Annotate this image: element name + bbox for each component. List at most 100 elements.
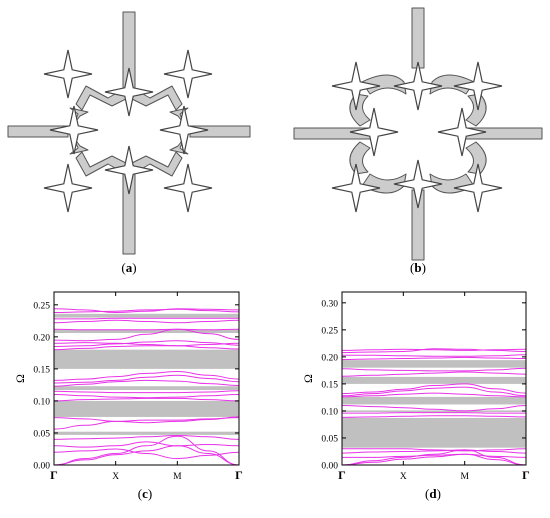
star-b-1 <box>349 107 399 157</box>
band-line <box>53 435 240 466</box>
band-line <box>53 379 240 387</box>
band-line <box>341 383 527 395</box>
band-gap <box>54 329 239 334</box>
y-tick-label: 0.25 <box>33 301 50 311</box>
y-tick-label: 0.15 <box>33 365 50 375</box>
x-tick-label: M <box>460 472 469 482</box>
structure-b <box>293 7 543 261</box>
star-a-1 <box>49 105 99 155</box>
x-tick-label: X <box>400 472 407 482</box>
x-tick-label: M <box>173 472 182 482</box>
star-b-0 <box>393 61 443 111</box>
band-gap <box>342 417 526 448</box>
band-line <box>341 449 527 454</box>
band-top-right <box>429 74 475 95</box>
band-line <box>341 367 527 372</box>
x-tick-label: Γ <box>338 468 346 482</box>
star-a-4 <box>43 49 93 99</box>
star-a-5 <box>163 49 213 99</box>
band-line <box>341 405 527 412</box>
band-line <box>53 308 240 314</box>
band-line <box>53 448 240 460</box>
stars-b <box>331 61 503 213</box>
band-line <box>341 392 527 398</box>
band-gap <box>342 396 526 405</box>
band-line <box>53 390 240 394</box>
band-line <box>53 374 240 384</box>
star-b-4 <box>331 61 381 111</box>
band-bottom-right <box>129 151 183 177</box>
band-line <box>341 453 527 466</box>
band-line <box>53 342 240 347</box>
band-line <box>342 448 527 452</box>
band-top-left <box>361 74 407 95</box>
y-axis-title: Ω <box>13 374 27 383</box>
band-top-left <box>75 85 129 111</box>
band-gap <box>54 431 239 435</box>
band-line <box>53 308 240 313</box>
y-axis-title: Ω <box>301 374 315 383</box>
star-b-5 <box>453 61 503 111</box>
star-b-7 <box>453 163 503 213</box>
x-tick-label: Γ <box>50 468 58 482</box>
star-a-3 <box>104 145 154 195</box>
band-line <box>53 328 240 331</box>
y-tick-label: 0.10 <box>33 397 50 407</box>
band-line <box>341 354 527 357</box>
star-a-2 <box>159 105 209 155</box>
band-gap <box>54 400 239 417</box>
band-gap <box>342 410 526 413</box>
x-tick-label: Γ <box>522 468 530 482</box>
plot-frame <box>341 291 527 466</box>
band-gap <box>342 376 526 384</box>
band-line <box>53 345 240 351</box>
band-line <box>342 412 526 414</box>
band-line <box>341 348 527 354</box>
band-right-upper <box>465 93 487 127</box>
band-line <box>341 356 527 361</box>
band-line <box>54 317 239 320</box>
band-top-right <box>129 85 183 111</box>
chart-d: 0.00 0.05 0.10 0.15 0.20 0.25 0.30 Γ X M Γ Ω <box>301 291 530 482</box>
y-tick-label: 0.15 <box>321 380 338 390</box>
star-b-3 <box>393 159 443 209</box>
band-line <box>341 348 527 351</box>
chart-c: 0.00 0.05 0.10 0.15 0.20 0.25 Γ X M Γ Ω <box>13 291 243 482</box>
band-line <box>53 340 240 347</box>
y-tick-label: 0.30 <box>321 299 338 309</box>
band-gap <box>54 349 239 369</box>
panel-label-a: (a) <box>121 260 136 275</box>
star-a-6 <box>43 163 93 213</box>
band-bottom-left <box>75 151 129 177</box>
star-b-2 <box>437 107 487 157</box>
band-line <box>341 371 527 377</box>
band-line <box>53 441 240 448</box>
band-gap <box>54 386 239 391</box>
band-line <box>341 449 527 466</box>
y-tick-label: 0.05 <box>33 429 50 439</box>
x-tick-label: Γ <box>235 468 243 482</box>
band-line <box>341 415 527 418</box>
y-tick-label: 0.05 <box>321 434 338 444</box>
band-line <box>53 416 240 424</box>
y-tick-label: 0.10 <box>321 407 338 417</box>
band-left-lower <box>349 141 371 175</box>
band-line <box>53 434 240 440</box>
stars-a <box>43 49 213 213</box>
band-left-upper <box>349 93 371 127</box>
y-tick-label: 0.20 <box>33 333 50 343</box>
band-line <box>53 370 240 381</box>
band-gap <box>342 360 526 368</box>
panel-label-c: (c) <box>138 486 152 501</box>
band-line <box>53 397 240 402</box>
band-gap <box>54 313 239 318</box>
star-b-6 <box>331 163 381 213</box>
band-line <box>53 445 240 466</box>
y-tick-label: 0.20 <box>321 353 338 363</box>
plot-frame <box>53 291 240 466</box>
panel-label-d: (d) <box>425 486 441 501</box>
arm-top <box>411 7 425 69</box>
band-line <box>53 394 240 399</box>
band-line <box>53 417 240 430</box>
y-tick-label: 0.00 <box>321 462 338 472</box>
